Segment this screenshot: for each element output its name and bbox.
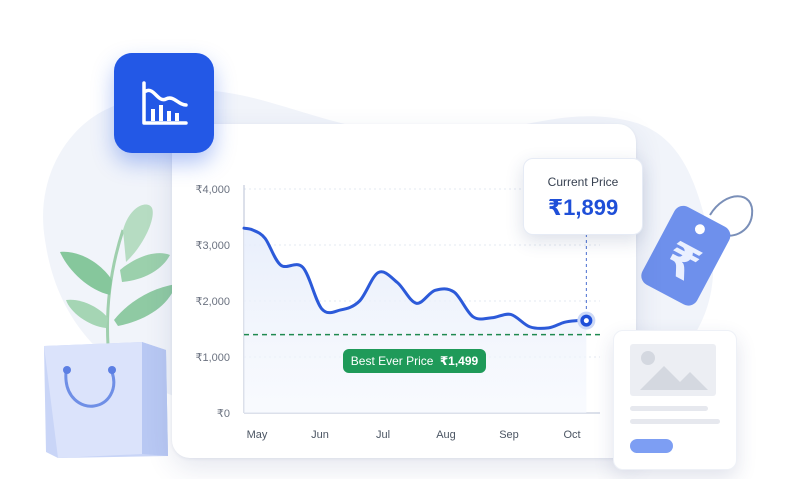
y-tick-label: ₹1,000: [195, 352, 230, 364]
x-tick-label: Aug: [436, 429, 456, 441]
price-history-chart-icon: [142, 81, 188, 125]
y-tick-label: ₹4,000: [195, 184, 230, 196]
current-price-card: Current Price ₹1,899: [523, 158, 643, 235]
x-tick-label: May: [247, 429, 268, 441]
best-price-value: ₹1,499: [439, 354, 479, 368]
product-image-placeholder: [630, 344, 716, 396]
price-area-fill: [244, 228, 587, 413]
current-price-label: Current Price: [547, 175, 619, 189]
x-tick-label: Oct: [563, 429, 580, 441]
current-price-value: ₹1,899: [547, 195, 619, 220]
product-desc-line: [630, 419, 720, 424]
image-placeholder-icon: [640, 351, 708, 390]
product-action-pill: [630, 439, 673, 453]
rupee-price-tag-icon: ₹: [641, 195, 754, 306]
best-ever-price-badge: Best Ever Price ₹1,499: [343, 349, 486, 373]
x-tick-label: Jun: [311, 429, 329, 441]
x-tick-label: Jul: [376, 429, 390, 441]
best-price-label: Best Ever Price: [350, 354, 434, 368]
current-price-point-core: [583, 318, 589, 324]
app-icon-tile: [114, 53, 214, 153]
product-title-line: [630, 406, 708, 411]
x-tick-label: Sep: [499, 429, 519, 441]
shopping-bag-icon: [44, 342, 168, 458]
price-line: [242, 226, 588, 330]
plant-icon: [60, 204, 176, 346]
y-tick-label: ₹0: [217, 408, 230, 420]
price-history-chart: ₹4,000 ₹3,000 ₹2,000 ₹1,000 ₹0 May Jun Jul Aug Se…: [195, 184, 604, 441]
product-card: [613, 330, 737, 470]
y-tick-label: ₹2,000: [195, 296, 230, 308]
y-tick-label: ₹3,000: [195, 240, 230, 252]
